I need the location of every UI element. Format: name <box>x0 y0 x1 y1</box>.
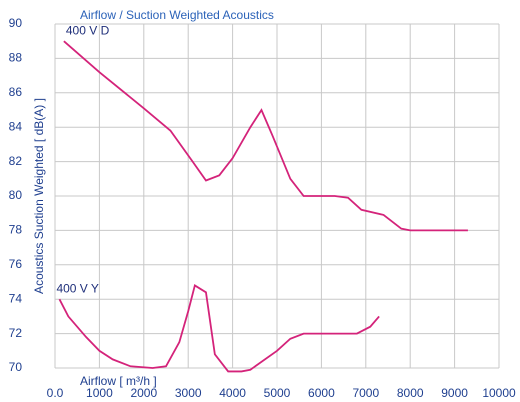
x-tick-label: 9000 <box>441 386 468 400</box>
y-axis-label: Acoustics Suction Weighted [ dB(A) ] <box>32 98 46 294</box>
series-line <box>58 284 380 373</box>
y-tick-label: 82 <box>9 154 23 168</box>
x-tick-label: 10000 <box>482 386 516 400</box>
x-tick-label: 7000 <box>352 386 379 400</box>
x-tick-label: 3000 <box>175 386 202 400</box>
y-tick-label: 78 <box>9 223 23 237</box>
x-tick-label: 1000 <box>86 386 113 400</box>
y-tick-label: 70 <box>9 360 23 374</box>
y-tick-label: 84 <box>9 119 23 133</box>
x-tick-label: 0.0 <box>47 386 64 400</box>
x-tick-label: 6000 <box>308 386 335 400</box>
y-tick-label: 74 <box>9 291 23 305</box>
y-tick-label: 72 <box>9 326 23 340</box>
series-label: 400 V D <box>66 23 110 37</box>
x-tick-label: 2000 <box>130 386 157 400</box>
x-tick-label: 8000 <box>397 386 424 400</box>
series-line <box>63 40 468 232</box>
x-tick-label: 5000 <box>264 386 291 400</box>
x-tick-label: 4000 <box>219 386 246 400</box>
y-tick-label: 86 <box>9 85 23 99</box>
y-tick-label: 76 <box>9 257 23 271</box>
series-label: 400 V Y <box>56 281 98 295</box>
y-tick-label: 88 <box>9 51 23 65</box>
chart-title: Airflow / Suction Weighted Acoustics <box>80 8 274 22</box>
y-tick-label: 80 <box>9 188 23 202</box>
x-axis-label: Airflow [ m³/h ] <box>80 374 157 388</box>
y-tick-label: 90 <box>9 16 23 30</box>
